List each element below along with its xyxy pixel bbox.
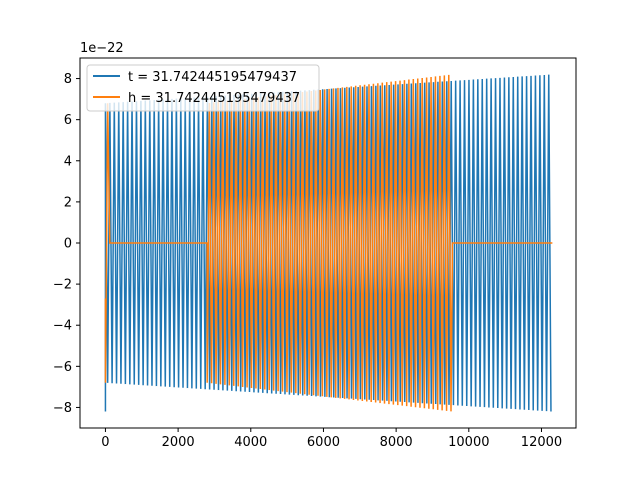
x-tick-label: 8000 (380, 435, 413, 450)
series-layer (104, 74, 553, 412)
legend-box (86, 64, 320, 112)
x-axis: 0 2000 4000 6000 8000 10000 12000 (101, 428, 562, 450)
x-tick-label: 0 (101, 435, 109, 450)
x-tick-label: 12000 (521, 435, 562, 450)
y-tick-label: −4 (53, 319, 72, 334)
y-tick-label: 0 (64, 237, 72, 252)
x-tick-label: 6000 (307, 435, 340, 450)
y-tick-label: −2 (53, 278, 72, 293)
legend-label-t: t = 31.742445195479437 (128, 70, 297, 85)
series-h-line (104, 74, 553, 412)
y-tick-label: 4 (64, 154, 72, 169)
x-tick-label: 4000 (234, 435, 267, 450)
legend: t = 31.742445195479437 h = 31.7424451954… (86, 64, 320, 112)
legend-label-h: h = 31.742445195479437 (128, 91, 300, 106)
x-tick-label: 10000 (448, 435, 489, 450)
y-tick-label: −6 (53, 360, 72, 375)
y-offset-label: 1e−22 (80, 41, 124, 56)
y-tick-label: 8 (64, 72, 72, 87)
y-axis: −8 −6 −4 −2 0 2 4 6 8 (53, 72, 80, 416)
y-tick-label: 2 (64, 195, 72, 210)
y-tick-label: 6 (64, 113, 72, 128)
y-tick-label: −8 (53, 401, 72, 416)
x-tick-label: 2000 (162, 435, 195, 450)
